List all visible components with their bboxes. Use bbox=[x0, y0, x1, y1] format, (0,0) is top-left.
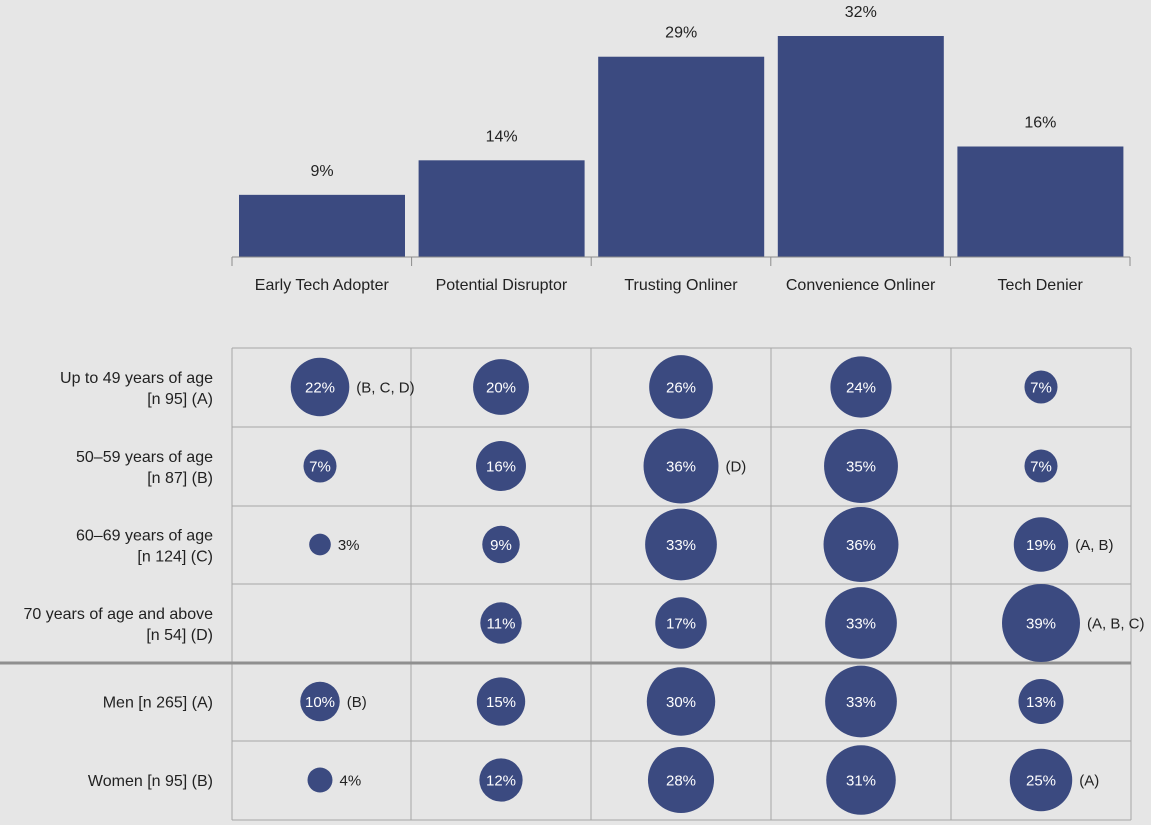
bubble bbox=[482, 525, 520, 564]
bubble bbox=[645, 508, 717, 581]
bar-value-label: 16% bbox=[1024, 115, 1056, 132]
bubble-value-label: 16% bbox=[486, 459, 516, 476]
row-label: 60–69 years of age bbox=[76, 528, 213, 545]
bubble-value-label: 36% bbox=[666, 459, 696, 476]
bubble bbox=[647, 746, 715, 814]
bubble bbox=[1024, 449, 1058, 483]
bubble-value-label: 30% bbox=[666, 694, 696, 711]
x-tick-label: Trusting Onliner bbox=[624, 277, 738, 294]
row-label: Men [n 265] (A) bbox=[103, 695, 213, 712]
bubble bbox=[290, 357, 350, 417]
bubble bbox=[479, 758, 523, 802]
bar-value-label: 14% bbox=[486, 128, 518, 145]
bubble bbox=[830, 356, 892, 418]
bubble-value-label: 7% bbox=[1030, 380, 1052, 397]
bar-2 bbox=[598, 56, 765, 257]
bubble-value-label: 7% bbox=[1030, 459, 1052, 476]
x-tick-label: Convenience Onliner bbox=[786, 277, 936, 294]
x-tick-label: Potential Disruptor bbox=[436, 277, 568, 294]
bubble-value-label: 24% bbox=[846, 380, 876, 397]
bubble-value-label: 17% bbox=[666, 616, 696, 633]
bubble bbox=[1009, 748, 1073, 812]
bubble-value-label: 13% bbox=[1026, 694, 1056, 711]
row-label: 50–59 years of age bbox=[76, 449, 213, 466]
row-label: Up to 49 years of age bbox=[60, 370, 213, 387]
bubble bbox=[655, 597, 707, 649]
bubble bbox=[1018, 678, 1064, 725]
bar-3 bbox=[777, 36, 944, 257]
bubble bbox=[303, 449, 337, 483]
bubble bbox=[643, 428, 719, 504]
bubble bbox=[825, 665, 897, 738]
bubble-value-label: 28% bbox=[666, 773, 696, 790]
bubble-value-label: 10% bbox=[305, 694, 335, 711]
bar-chart: 9% 14% 29% 32% 16% bbox=[239, 4, 1124, 257]
row-label-sub: [n 54] (D) bbox=[146, 627, 213, 644]
bubble-value-label: 3% bbox=[338, 537, 360, 554]
bubble-value-label: 31% bbox=[846, 773, 876, 790]
bubble bbox=[825, 587, 897, 659]
bubble-value-label: 20% bbox=[486, 380, 516, 397]
bubble bbox=[1013, 517, 1069, 572]
bubble-value-label: 15% bbox=[486, 694, 516, 711]
significance-note: (D) bbox=[725, 459, 746, 476]
bubble-value-label: 39% bbox=[1026, 616, 1056, 633]
row-label-sub: [n 95] (A) bbox=[147, 391, 213, 408]
bubble-value-label: 26% bbox=[666, 380, 696, 397]
bubble bbox=[824, 429, 898, 503]
bar-value-label: 32% bbox=[845, 4, 877, 21]
bar-chart-axis: Early Tech Adopter Potential Disruptor Tru… bbox=[231, 256, 1131, 294]
bubble-value-label: 33% bbox=[666, 537, 696, 554]
row-label: Women [n 95] (B) bbox=[88, 773, 213, 790]
bubble bbox=[300, 681, 340, 722]
significance-note: (B, C, D) bbox=[356, 380, 414, 397]
row-label: 70 years of age and above bbox=[24, 606, 214, 623]
bubble-value-label: 11% bbox=[487, 616, 516, 633]
bubble-value-label: 9% bbox=[490, 537, 512, 554]
bubble bbox=[476, 441, 526, 491]
bubble-value-label: 4% bbox=[339, 773, 361, 790]
significance-note: (A) bbox=[1079, 773, 1099, 790]
x-tick-label: Early Tech Adopter bbox=[255, 277, 390, 294]
bubble-value-label: 33% bbox=[846, 616, 876, 633]
bubble bbox=[480, 602, 522, 644]
bubble bbox=[826, 745, 896, 815]
bubble bbox=[476, 677, 526, 726]
bubble bbox=[1002, 584, 1080, 662]
bubble bbox=[307, 767, 333, 793]
bubble bbox=[646, 667, 716, 736]
bubble-value-label: 35% bbox=[846, 459, 876, 476]
row-label-sub: [n 124] (C) bbox=[137, 549, 213, 566]
bar-0 bbox=[239, 194, 405, 257]
bar-4 bbox=[957, 146, 1124, 257]
bubble-value-label: 36% bbox=[846, 537, 876, 554]
bubble-value-label: 7% bbox=[309, 459, 331, 476]
bar-value-label: 29% bbox=[665, 25, 697, 42]
bubble bbox=[473, 359, 529, 415]
bubble-value-label: 19% bbox=[1026, 537, 1056, 554]
significance-note: (B) bbox=[347, 694, 367, 711]
bubble bbox=[309, 533, 331, 556]
bubble bbox=[649, 355, 713, 419]
bar-1 bbox=[418, 160, 585, 257]
x-tick-label: Tech Denier bbox=[998, 277, 1084, 294]
bar-value-label: 9% bbox=[310, 163, 333, 180]
row-label-sub: [n 87] (B) bbox=[147, 470, 213, 487]
bubble bbox=[1024, 370, 1058, 404]
bubble-value-label: 33% bbox=[846, 694, 876, 711]
bubble-value-label: 25% bbox=[1026, 773, 1056, 790]
bubble-matrix: Up to 49 years of age [n 95] (A) 22% (B, C,… bbox=[0, 347, 1145, 821]
significance-note: (A, B, C) bbox=[1087, 616, 1145, 633]
bubble bbox=[823, 507, 899, 582]
bubble-value-label: 22% bbox=[305, 380, 335, 397]
significance-note: (A, B) bbox=[1075, 537, 1113, 554]
bubble-value-label: 12% bbox=[486, 773, 516, 790]
